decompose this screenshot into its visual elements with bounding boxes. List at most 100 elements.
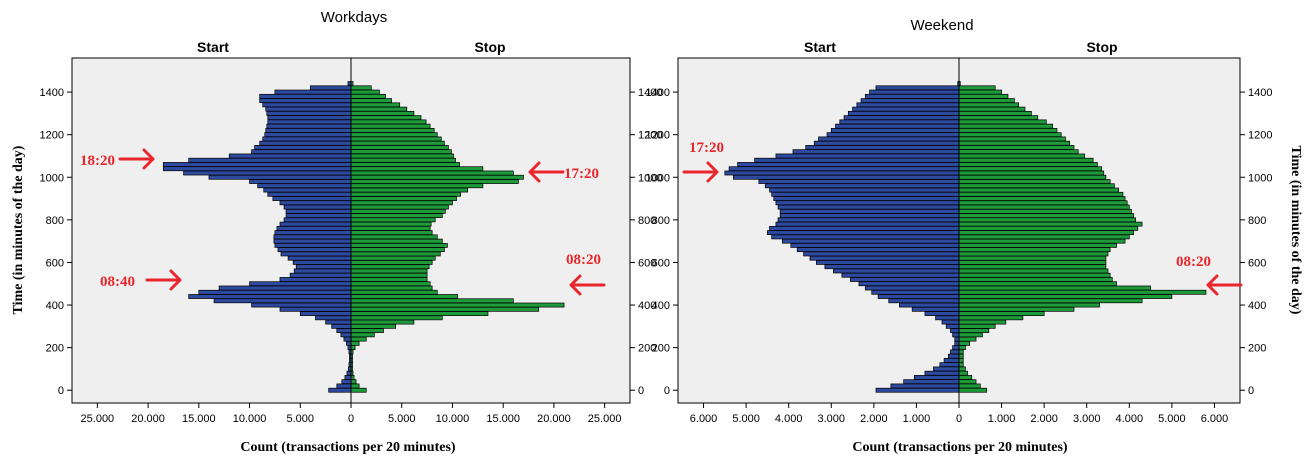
bar (350, 85, 372, 91)
red-arrow-icon (118, 148, 155, 170)
bar (350, 191, 461, 197)
bar (958, 345, 966, 351)
x-axis-title: Count (transactions per 20 minutes) (852, 440, 1068, 455)
bar (958, 230, 1134, 236)
bar (826, 132, 960, 138)
bar (350, 230, 433, 236)
annotation: 08:40 (100, 269, 182, 291)
annotation-label: 18:20 (80, 153, 115, 169)
bar (958, 366, 966, 372)
bar (350, 243, 448, 248)
bar (958, 340, 970, 346)
bar (958, 98, 1015, 103)
x-tick-label: 5.000 (1158, 413, 1186, 425)
bar (958, 89, 1002, 95)
bar (769, 187, 960, 193)
bar (350, 157, 456, 163)
bar (328, 387, 352, 393)
start-header: Start (804, 39, 836, 55)
bar (924, 311, 960, 316)
bar (958, 251, 1109, 257)
x-tick-label: 5.000 (287, 413, 315, 425)
bar (228, 153, 352, 159)
bar (350, 115, 422, 121)
bar (958, 323, 996, 329)
y-tick-label: 1200 (40, 130, 64, 142)
bar (958, 383, 981, 389)
bar (280, 251, 352, 257)
bar (262, 102, 352, 108)
bar (847, 110, 960, 116)
bar (913, 375, 960, 380)
bar (888, 298, 960, 304)
x-tick-label: 20.000 (537, 413, 571, 425)
bar (818, 136, 960, 142)
x-tick-label: 2.000 (1030, 413, 1058, 425)
red-arrow-icon (528, 161, 565, 183)
bar (213, 298, 352, 304)
bar (777, 204, 960, 210)
bar (257, 183, 352, 189)
bar (771, 191, 960, 197)
bar (809, 255, 960, 261)
bar (958, 302, 1100, 308)
stop-header: Stop (1086, 39, 1117, 55)
bar (350, 345, 356, 351)
bar (958, 140, 1071, 146)
bar (843, 115, 960, 121)
y-tick-label: 400 (638, 300, 656, 312)
x-tick-label: 20.000 (131, 413, 165, 425)
bar (276, 225, 352, 231)
stop-header: Stop (474, 39, 505, 55)
bar (350, 383, 360, 389)
bar (958, 298, 1143, 304)
bar (958, 255, 1107, 261)
annotation-label: 17:20 (689, 140, 724, 156)
x-tick-label: 15.000 (486, 413, 520, 425)
bar (958, 208, 1132, 214)
y-tick-label: 1400 (40, 87, 64, 99)
bar (267, 115, 352, 121)
bar (792, 149, 960, 155)
bar (249, 179, 352, 184)
bar (737, 162, 960, 167)
bar (249, 281, 352, 287)
bar (833, 268, 960, 274)
bar (198, 289, 352, 295)
bar (948, 353, 960, 359)
bar (267, 119, 352, 125)
bar (958, 379, 977, 385)
annotation: 08:20 (1176, 254, 1243, 296)
y-tick-label: 1400 (638, 87, 662, 99)
x-tick-label: 25.000 (81, 413, 115, 425)
bar (958, 110, 1032, 116)
y-tick-label: 1000 (40, 172, 64, 184)
bar (336, 328, 352, 333)
bar (350, 251, 441, 257)
bar (958, 204, 1130, 210)
bar (274, 89, 352, 95)
bar (350, 102, 401, 108)
bar (950, 349, 960, 355)
bar (263, 187, 352, 193)
bar (958, 260, 1107, 265)
bar (274, 243, 352, 248)
y-axis-title: Time (in minutes of the day) (1288, 146, 1303, 315)
bar (350, 225, 431, 231)
bar (775, 221, 960, 227)
bar (935, 315, 960, 321)
bar (162, 162, 352, 167)
bar (911, 306, 960, 312)
bar (933, 366, 960, 372)
bar (958, 332, 983, 338)
bar (350, 272, 428, 278)
bar (958, 264, 1107, 270)
bar (265, 128, 352, 133)
bar (779, 213, 960, 218)
x-tick-label: 6.000 (1201, 413, 1229, 425)
x-tick-label: 5.000 (388, 413, 416, 425)
bar (350, 221, 432, 227)
bar (958, 102, 1019, 108)
y-axis-title: Time (in minutes of the day) (11, 145, 26, 314)
bar (283, 217, 352, 223)
